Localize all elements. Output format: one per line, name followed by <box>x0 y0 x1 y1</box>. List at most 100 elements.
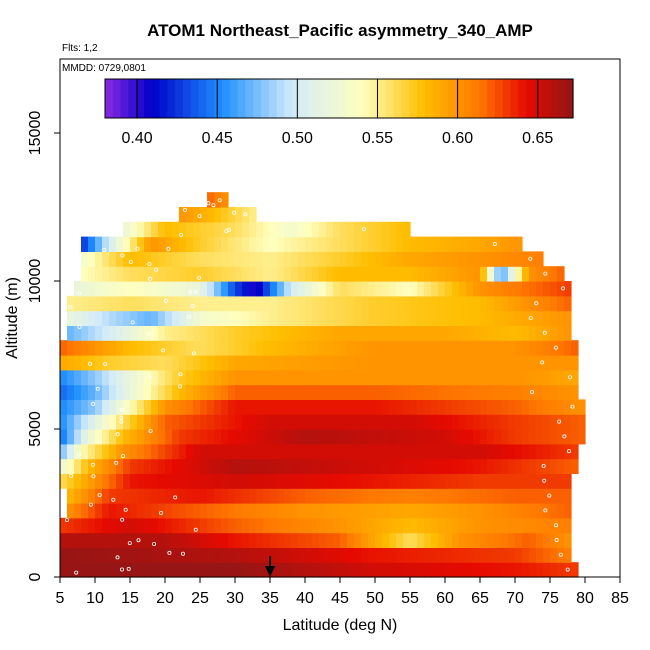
heatmap-cell <box>249 266 257 282</box>
x-axis: 5 10 15 20 25 30 35 40 45 50 55 60 65 70 75 80 85 <box>56 577 629 607</box>
heatmap-cell <box>361 562 369 578</box>
x-axis-label: Latitude (deg N) <box>283 617 398 634</box>
heatmap-cell <box>81 266 89 282</box>
colorbar-swatch <box>346 79 356 118</box>
heatmap-cell <box>263 340 271 356</box>
heatmap-cell <box>179 414 187 430</box>
x-tick-label: 35 <box>261 590 279 607</box>
heatmap-cell <box>284 517 292 534</box>
heatmap-cell <box>375 532 383 548</box>
observation-point <box>103 362 108 367</box>
observation-point <box>558 552 563 557</box>
heatmap-cell <box>95 532 103 548</box>
observation-point <box>88 502 93 507</box>
heatmap-cell <box>263 384 271 400</box>
heatmap-cell <box>564 547 572 563</box>
heatmap-cell <box>438 340 446 356</box>
heatmap-cell <box>193 221 201 238</box>
heatmap-cell <box>515 295 523 312</box>
heatmap-cell <box>312 310 320 326</box>
heatmap-cell <box>165 399 173 415</box>
heatmap-cell <box>515 532 523 548</box>
heatmap-cell <box>109 384 117 400</box>
heatmap-cell <box>515 340 523 356</box>
heatmap-cell <box>326 281 334 297</box>
heatmap-cell <box>459 562 467 578</box>
heatmap-cell <box>235 369 243 386</box>
heatmap-cell <box>102 236 110 252</box>
heatmap-cell <box>284 295 292 312</box>
heatmap-cell <box>193 236 201 252</box>
heatmap-cell <box>487 443 495 460</box>
heatmap-cell <box>459 236 467 252</box>
heatmap-cell <box>361 310 369 326</box>
heatmap-cell <box>165 517 173 534</box>
heatmap-cell <box>305 399 313 415</box>
colorbar-tick-label: 0.55 <box>362 130 393 147</box>
heatmap-cell <box>158 281 166 297</box>
heatmap-cell <box>494 503 502 519</box>
heatmap-cell <box>165 340 173 356</box>
heatmap-cell <box>501 488 509 504</box>
heatmap-cell <box>326 355 334 371</box>
heatmap-cell <box>207 281 215 297</box>
heatmap-cell <box>193 369 201 386</box>
observation-point <box>554 538 559 543</box>
heatmap-cell <box>221 325 229 341</box>
heatmap-cell <box>277 414 285 430</box>
heatmap-cell <box>473 281 481 297</box>
heatmap-cell <box>151 399 159 415</box>
heatmap-cell <box>74 443 82 460</box>
x-tick-label: 55 <box>401 590 419 607</box>
heatmap-cell <box>186 251 194 267</box>
heatmap-cell <box>214 458 222 474</box>
heatmap-cell <box>95 503 103 519</box>
heatmap-cell <box>298 325 306 341</box>
heatmap-cell <box>382 562 390 578</box>
heatmap-cell <box>340 458 348 474</box>
heatmap-cell <box>235 517 243 534</box>
heatmap-cell <box>536 325 544 341</box>
heatmap-cell <box>186 532 194 548</box>
heatmap-cell <box>109 399 117 415</box>
heatmap-cell <box>284 458 292 474</box>
heatmap-cell <box>480 266 488 282</box>
observation-point <box>540 360 545 365</box>
heatmap-cell <box>431 562 439 578</box>
heatmap-cell <box>361 547 369 563</box>
heatmap-cell <box>501 295 509 312</box>
heatmap-cell <box>88 281 96 297</box>
heatmap-cell <box>543 562 551 578</box>
heatmap-cell <box>550 547 558 563</box>
heatmap-cell <box>361 458 369 474</box>
heatmap-cell <box>424 503 432 519</box>
heatmap-cell <box>529 325 537 341</box>
heatmap-cell <box>67 325 75 341</box>
heatmap-cell <box>102 429 110 445</box>
heatmap-cell <box>67 355 75 371</box>
heatmap-cell <box>557 443 565 460</box>
heatmap-cell <box>95 488 103 504</box>
heatmap-cell <box>235 281 243 297</box>
heatmap-cell <box>529 369 537 386</box>
heatmap-cell <box>564 399 572 415</box>
heatmap-cell <box>508 325 516 341</box>
heatmap-cell <box>102 473 110 489</box>
colorbar-swatch <box>175 79 184 118</box>
heatmap-cell <box>494 429 502 445</box>
heatmap-cell <box>277 355 285 371</box>
heatmap-cell <box>410 236 418 252</box>
heatmap-cell <box>193 458 201 474</box>
colorbar-swatch <box>323 79 332 118</box>
heatmap-cell <box>207 310 215 326</box>
heatmap-cell <box>130 488 138 504</box>
heatmap-cell <box>214 295 222 312</box>
observation-point <box>197 275 202 280</box>
heatmap-cell <box>228 473 236 489</box>
heatmap-cell <box>501 562 509 578</box>
heatmap-cell <box>158 340 166 356</box>
heatmap-cell <box>410 399 418 415</box>
heatmap-cell <box>200 369 208 386</box>
heatmap-cell <box>536 517 544 534</box>
heatmap-cell <box>186 221 194 238</box>
